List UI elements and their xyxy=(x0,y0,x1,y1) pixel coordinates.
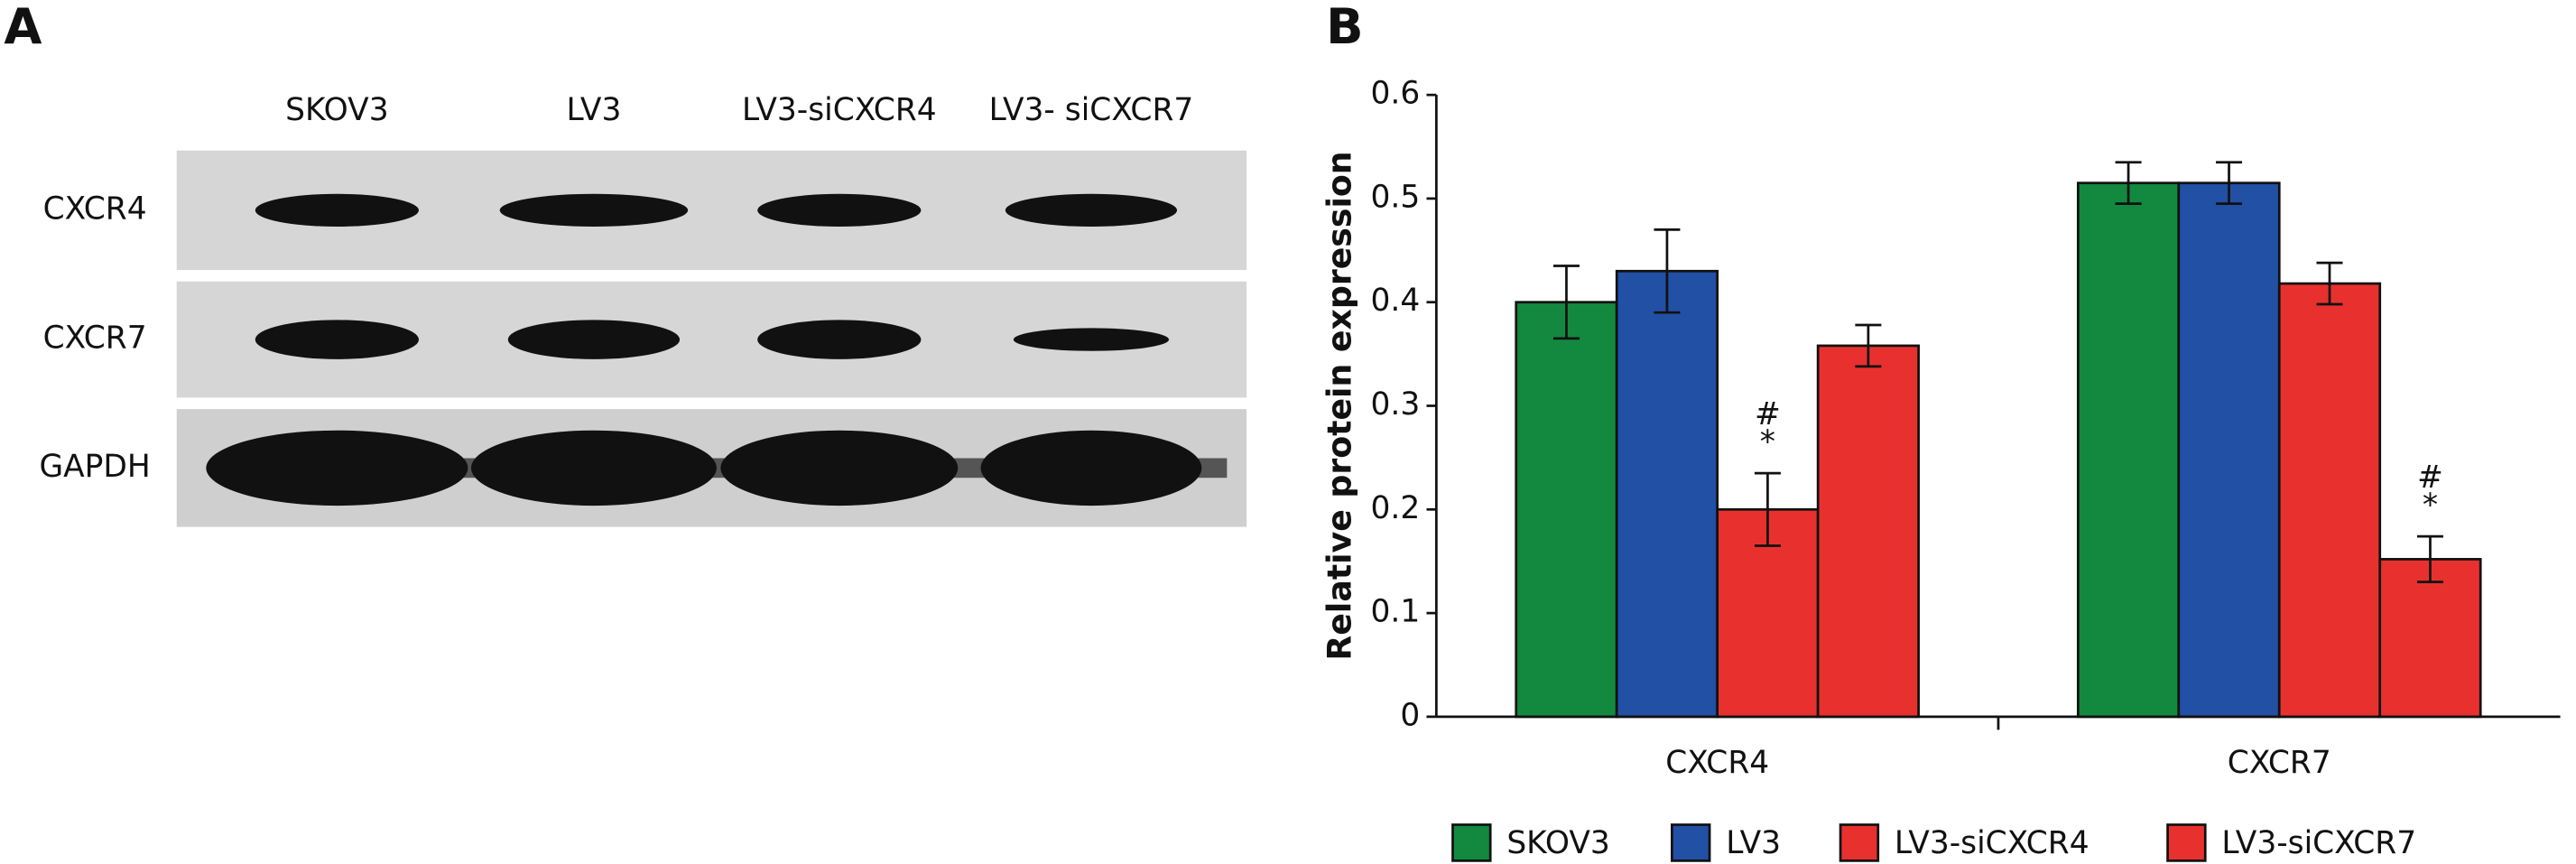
protein-band xyxy=(1013,328,1170,351)
protein-band xyxy=(1005,193,1178,228)
column-label: SKOV3 xyxy=(285,92,388,128)
legend-swatch xyxy=(1671,823,1711,862)
column-label: LV3 xyxy=(567,92,622,128)
bar xyxy=(1515,301,1618,719)
legend-label: LV3 xyxy=(1726,825,1781,861)
bar xyxy=(1816,344,1920,719)
row-label: CXCR4 xyxy=(43,190,147,227)
y-tick-label: 0.2 xyxy=(1371,490,1421,526)
figure-content: A B Relative protein expression SKOV3 LV3… xyxy=(4,0,2561,862)
bar xyxy=(2378,558,2482,719)
legend-swatch xyxy=(2166,823,2207,862)
x-tick-label: CXCR4 xyxy=(1665,745,1769,781)
legend-swatch xyxy=(1839,823,1880,862)
legend-label: LV3-siCXCR4 xyxy=(1895,825,2090,861)
protein-band xyxy=(255,193,419,228)
significance-mark: * xyxy=(1760,424,1775,460)
y-axis-title: Relative protein expression xyxy=(1320,151,1358,660)
protein-band xyxy=(757,193,922,228)
bar xyxy=(1615,269,1719,719)
panel-label: A xyxy=(4,0,42,55)
row-label: GAPDH xyxy=(39,449,150,485)
error-bar xyxy=(1754,471,1781,547)
y-tick-label: 0 xyxy=(1400,697,1420,733)
legend-label: SKOV3 xyxy=(1506,825,1609,861)
protein-band xyxy=(255,320,419,359)
protein-band xyxy=(980,430,1202,506)
significance-mark: # xyxy=(2417,460,2443,496)
protein-band xyxy=(206,430,468,506)
bar xyxy=(2076,181,2181,719)
error-bar xyxy=(2416,534,2443,584)
x-tick-label: CXCR7 xyxy=(2228,745,2331,781)
column-label: LV3- siCXCR7 xyxy=(989,92,1194,128)
protein-band xyxy=(471,430,717,506)
y-tick-label: 0.3 xyxy=(1371,386,1421,423)
protein-band xyxy=(757,320,922,359)
y-tick-label: 0.1 xyxy=(1371,594,1421,630)
bar xyxy=(2277,282,2382,719)
y-tick-label: 0.5 xyxy=(1371,179,1421,215)
protein-band xyxy=(720,430,959,506)
error-bar xyxy=(2216,161,2243,206)
error-bar xyxy=(1654,228,1681,314)
error-bar xyxy=(2115,161,2142,206)
error-bar xyxy=(2316,261,2343,306)
protein-band xyxy=(499,193,689,228)
y-tick-label: 0.6 xyxy=(1371,76,1421,112)
bar xyxy=(2177,181,2281,719)
significance-mark: * xyxy=(2423,488,2438,524)
y-tick-label: 0.4 xyxy=(1371,283,1421,319)
legend-label: LV3-siCXCR7 xyxy=(2221,825,2416,861)
column-label: LV3-siCXCR4 xyxy=(742,92,937,128)
protein-band xyxy=(507,320,681,359)
panel-label: B xyxy=(1326,0,1363,55)
error-bar xyxy=(1855,323,1882,368)
error-bar xyxy=(1552,265,1580,340)
legend-swatch xyxy=(1451,823,1492,862)
row-label: CXCR7 xyxy=(43,321,147,357)
significance-mark: # xyxy=(1755,396,1781,432)
